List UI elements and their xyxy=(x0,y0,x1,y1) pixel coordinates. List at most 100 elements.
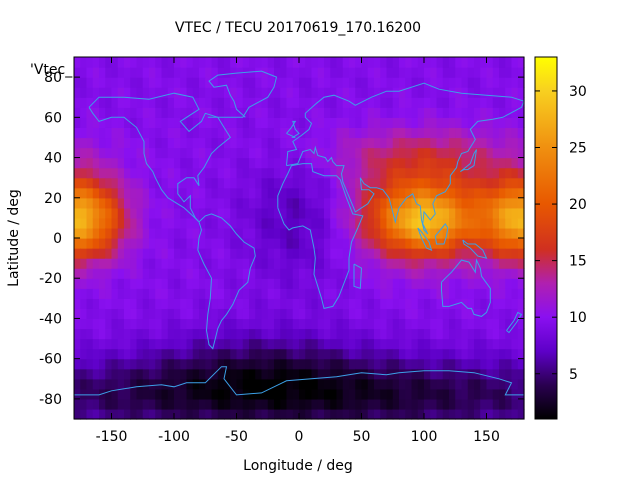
heatmap-cell xyxy=(474,167,481,179)
heatmap-cell xyxy=(511,157,519,169)
heatmap-cell xyxy=(367,248,375,259)
heatmap-cell xyxy=(317,408,325,420)
heatmap-cell xyxy=(80,348,88,360)
heatmap-cell xyxy=(349,248,356,259)
heatmap-cell xyxy=(311,227,319,239)
heatmap-cell xyxy=(130,197,138,209)
heatmap-cell xyxy=(236,117,244,128)
heatmap-cell xyxy=(161,268,169,279)
heatmap-cell xyxy=(436,217,444,229)
heatmap-cell xyxy=(374,388,381,400)
heatmap-cell xyxy=(436,127,444,139)
heatmap-cell xyxy=(449,268,456,279)
heatmap-cell xyxy=(480,328,488,340)
heatmap-cell xyxy=(336,258,344,269)
heatmap-cell xyxy=(142,278,150,289)
heatmap-cell xyxy=(492,398,500,410)
heatmap-cell xyxy=(392,338,400,350)
heatmap-cell xyxy=(174,227,181,239)
heatmap-cell xyxy=(324,308,331,320)
heatmap-cell xyxy=(86,338,94,350)
heatmap-cell xyxy=(411,348,419,360)
heatmap-cell xyxy=(505,328,513,340)
heatmap-cell xyxy=(249,388,256,400)
heatmap-cell xyxy=(86,227,94,239)
heatmap-cell xyxy=(111,348,119,360)
heatmap-cell xyxy=(155,217,163,229)
heatmap-cell xyxy=(380,177,388,189)
heatmap-cell xyxy=(224,298,231,309)
heatmap-cell xyxy=(467,147,475,159)
heatmap-cell xyxy=(517,328,525,340)
heatmap-cell xyxy=(511,398,519,410)
heatmap-cell xyxy=(167,298,175,309)
heatmap-cell xyxy=(436,67,444,78)
heatmap-cell xyxy=(280,318,288,330)
heatmap-cell xyxy=(192,227,200,239)
heatmap-cell xyxy=(136,298,144,309)
heatmap-cell xyxy=(486,338,494,350)
heatmap-cell xyxy=(86,318,94,330)
heatmap-cell xyxy=(217,57,225,68)
heatmap-cell xyxy=(280,77,288,88)
heatmap-cell xyxy=(224,177,231,189)
heatmap-cell xyxy=(517,258,525,269)
heatmap-cell xyxy=(280,97,288,108)
heatmap-cell xyxy=(136,348,144,360)
heatmap-cell xyxy=(430,308,438,320)
heatmap-cell xyxy=(130,358,138,370)
heatmap-cell xyxy=(186,238,194,249)
heatmap-cell xyxy=(211,298,219,309)
heatmap-cell xyxy=(442,197,450,209)
heatmap-cell xyxy=(92,248,100,259)
heatmap-cell xyxy=(286,308,294,320)
heatmap-cell xyxy=(80,117,88,128)
heatmap-cell xyxy=(455,147,463,159)
heatmap-cell xyxy=(242,97,250,108)
heatmap-cell xyxy=(355,127,363,139)
heatmap-cell xyxy=(117,268,125,279)
heatmap-cell xyxy=(436,137,444,149)
heatmap-cell xyxy=(430,157,438,169)
heatmap-cell xyxy=(86,117,94,128)
heatmap-cell xyxy=(305,388,313,400)
heatmap-cell xyxy=(105,288,113,299)
heatmap-cell xyxy=(480,318,488,330)
heatmap-cell xyxy=(517,227,525,239)
heatmap-cell xyxy=(386,177,394,189)
heatmap-cell xyxy=(280,57,288,68)
heatmap-cell xyxy=(205,358,213,370)
heatmap-cell xyxy=(249,157,256,169)
heatmap-cell xyxy=(442,107,450,118)
heatmap-cell xyxy=(492,328,500,340)
heatmap-cell xyxy=(224,408,231,420)
heatmap-cell xyxy=(292,117,300,128)
heatmap-cell xyxy=(336,67,344,78)
heatmap-cell xyxy=(461,197,469,209)
heatmap-cell xyxy=(505,117,513,128)
heatmap-cell xyxy=(311,408,319,420)
heatmap-cell xyxy=(74,187,81,199)
heatmap-cell xyxy=(180,248,188,259)
heatmap-cell xyxy=(499,57,506,68)
heatmap-cell xyxy=(380,388,388,400)
heatmap-cell xyxy=(180,318,188,330)
heatmap-cell xyxy=(505,127,513,139)
heatmap-cell xyxy=(286,378,294,390)
heatmap-cell xyxy=(380,318,388,330)
heatmap-cell xyxy=(449,127,456,139)
heatmap-cell xyxy=(205,288,213,299)
heatmap-cell xyxy=(267,338,275,350)
heatmap-cell xyxy=(324,187,331,199)
heatmap-cell xyxy=(161,398,169,410)
heatmap-cell xyxy=(249,408,256,420)
heatmap-cell xyxy=(99,137,106,149)
heatmap-cell xyxy=(486,328,494,340)
heatmap-cell xyxy=(149,308,156,320)
heatmap-cell xyxy=(255,408,263,420)
colorbar-tick-label: 5 xyxy=(569,367,578,383)
heatmap-cell xyxy=(349,298,356,309)
heatmap-cell xyxy=(486,157,494,169)
heatmap-cell xyxy=(436,278,444,289)
heatmap-cell xyxy=(305,187,313,199)
